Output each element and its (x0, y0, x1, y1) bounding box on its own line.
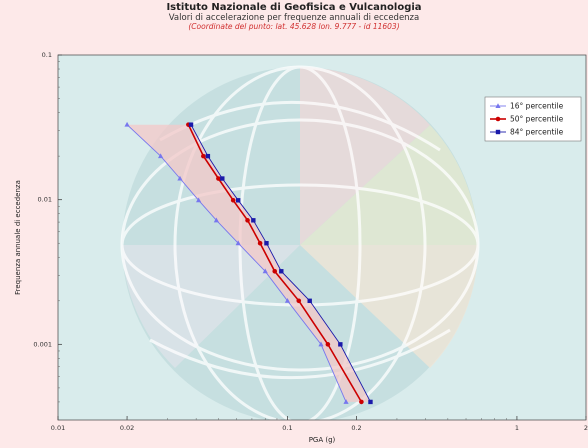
data-point-square (236, 198, 241, 203)
y-tick-label: 0.001 (33, 340, 52, 348)
series-line (190, 124, 371, 403)
data-point-triangle (213, 217, 219, 223)
data-point-circle (201, 153, 206, 159)
data-point-square (264, 241, 269, 246)
series-p16 (124, 121, 349, 404)
data-point-triangle (495, 103, 501, 108)
legend-label: 84° percentile (510, 128, 564, 137)
y-tick-label: 0.01 (38, 196, 52, 204)
data-point-circle (245, 218, 250, 223)
legend-label: 16° percentile (510, 102, 564, 111)
data-point-triangle (318, 341, 324, 347)
data-point-square (368, 399, 373, 405)
x-tick-label: 0.01 (51, 424, 65, 432)
x-tick-label: 0.1 (282, 424, 292, 432)
x-axis-label: PGA (g) (309, 436, 336, 444)
data-point-circle (257, 240, 263, 246)
legend-label: 50° percentile (510, 115, 564, 124)
data-point-circle (230, 198, 236, 203)
data-point-circle (325, 342, 331, 347)
y-axis-label: Frequenza annuale di eccedenza (14, 180, 22, 295)
data-point-triangle (124, 121, 130, 127)
data-point-triangle (158, 153, 164, 159)
chart-title: Istituto Nazionale di Geofisica e Vulcan… (166, 2, 422, 13)
x-tick-label: 1 (515, 424, 519, 432)
series-layer (124, 121, 373, 405)
data-point-square (205, 153, 211, 159)
data-point-square (495, 129, 501, 135)
data-point-square (338, 342, 343, 347)
axes: 0.01 0.02 0.1 0.2 1 2 0.1 0.01 0.001 PGA (g) Frequ… (14, 51, 588, 444)
data-point-triangle (177, 175, 183, 181)
data-point-triangle (235, 240, 241, 246)
data-point-square (279, 269, 284, 274)
data-point-circle (359, 399, 364, 405)
chart-subtitle: Valori di accelerazione per frequenze an… (168, 12, 420, 23)
data-point-circle (495, 116, 501, 122)
data-point-triangle (196, 197, 202, 203)
legend: 16° percentile 50° percentile 84° percenti… (484, 96, 582, 142)
series-p84 (188, 122, 373, 405)
data-point-triangle (343, 399, 349, 404)
series-p50 (186, 122, 364, 405)
title-block: Istituto Nazionale di Geofisica e Vulcan… (0, 2, 588, 32)
data-point-circle (216, 176, 221, 181)
x-tick-label: 2 (584, 424, 588, 432)
data-point-triangle (262, 268, 268, 274)
data-point-square (220, 176, 225, 181)
data-point-triangle (284, 298, 291, 303)
series-line (126, 124, 347, 403)
y-tick-label: 0.1 (42, 51, 52, 59)
data-point-square (188, 122, 194, 127)
globe-watermark (120, 65, 480, 420)
x-tick-label: 0.2 (351, 424, 361, 432)
coordinates-label: (Coordinate del punto: lat. 45.628 lon. … (188, 22, 400, 32)
series-line (187, 124, 363, 403)
data-point-circle (272, 268, 278, 274)
data-point-square (307, 298, 312, 304)
x-tick-label: 0.02 (120, 424, 134, 432)
data-point-square (251, 218, 256, 223)
data-point-circle (296, 298, 302, 304)
